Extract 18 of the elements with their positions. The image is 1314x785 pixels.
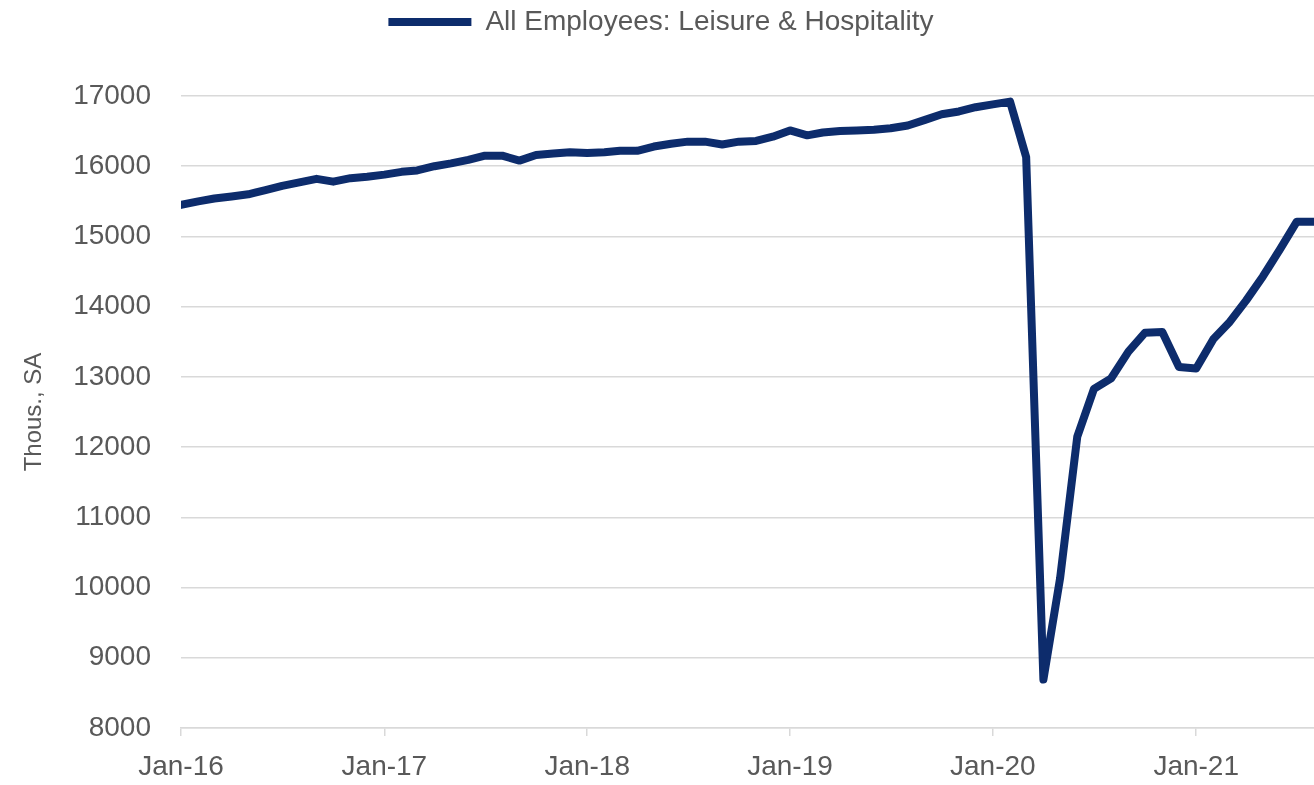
x-tick-label: Jan-19 — [747, 749, 833, 781]
y-tick-label: 17000 — [73, 78, 151, 110]
x-tick-label: Jan-18 — [544, 749, 630, 781]
x-tick-label: Jan-16 — [138, 749, 224, 781]
x-tick-label: Jan-20 — [950, 749, 1036, 781]
x-tick-label: Jan-21 — [1153, 749, 1240, 781]
y-tick-label: 15000 — [73, 219, 151, 251]
y-tick-label: 10000 — [73, 570, 151, 602]
x-tick-label: Jan-17 — [341, 749, 428, 781]
y-tick-label: 13000 — [73, 359, 151, 391]
y-tick-label: 8000 — [88, 710, 151, 742]
y-tick-label: 14000 — [73, 289, 151, 321]
y-axis-title: Thous., SA — [19, 352, 47, 472]
legend-label: All Employees: Leisure & Hospitality — [485, 4, 934, 36]
y-tick-label: 9000 — [88, 640, 151, 672]
y-tick-label: 16000 — [73, 148, 151, 180]
y-tick-label: 11000 — [75, 500, 151, 532]
y-tick-label: 12000 — [73, 429, 151, 461]
